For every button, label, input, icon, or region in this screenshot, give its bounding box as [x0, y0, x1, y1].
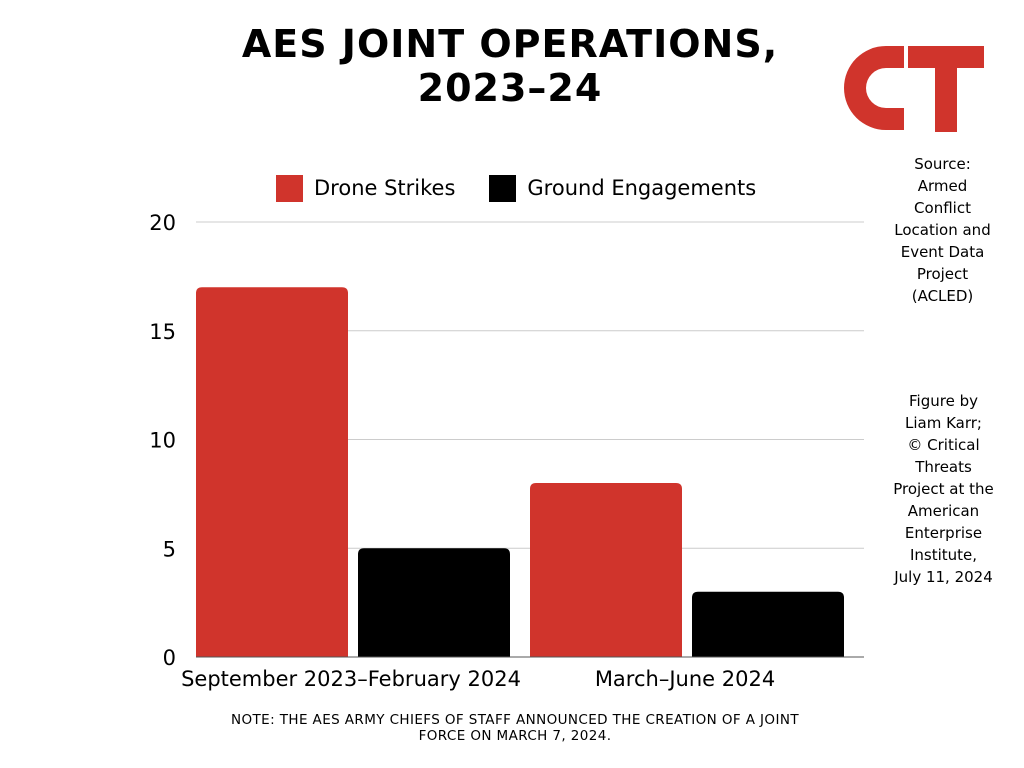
- chart-footnote: NOTE: THE AES ARMY CHIEFS OF STAFF ANNOU…: [160, 712, 870, 744]
- credit-line: Liam Karr;: [905, 414, 982, 432]
- note-line-1: NOTE: THE AES ARMY CHIEFS OF STAFF ANNOU…: [231, 712, 799, 728]
- credit-line: Threats: [915, 458, 972, 476]
- bar-ground-engagements: [692, 591, 844, 657]
- ct-logo: [844, 46, 984, 132]
- legend-item-ground-engagements: Ground Engagements: [489, 174, 757, 202]
- source-line: Armed: [917, 177, 968, 195]
- figure-credit: Figure by Liam Karr; © Critical Threats …: [876, 390, 1011, 588]
- y-tick-label: 20: [149, 211, 176, 235]
- y-tick-label: 10: [149, 429, 176, 453]
- legend-label-drone-strikes: Drone Strikes: [314, 176, 456, 200]
- logo-letter-c: [844, 46, 904, 130]
- source-line: Conflict: [914, 199, 971, 217]
- legend-item-drone-strikes: Drone Strikes: [276, 174, 456, 202]
- credit-line: © Critical: [907, 436, 980, 454]
- bar-ground-engagements: [358, 548, 510, 657]
- y-tick-label: 0: [163, 646, 176, 670]
- legend-swatch-ground-engagements: [489, 174, 517, 202]
- source-line: Location and: [894, 221, 991, 239]
- credit-line: Figure by: [909, 392, 978, 410]
- title-line-2: 2023–24: [417, 66, 603, 110]
- bar-drone-strikes: [196, 287, 348, 657]
- credit-line: Enterprise: [904, 524, 983, 542]
- note-line-2: FORCE ON MARCH 7, 2024.: [418, 728, 612, 744]
- credit-line: July 11, 2024: [894, 568, 993, 586]
- x-tick-label: March–June 2024: [595, 667, 775, 691]
- chart-title: AES JOINT OPERATIONS, 2023–24: [200, 22, 820, 110]
- y-tick-label: 15: [149, 320, 176, 344]
- legend-swatch-drone-strikes: [276, 174, 303, 202]
- credit-line: Institute,: [909, 546, 978, 564]
- source-line: Project: [916, 265, 969, 283]
- bar-drone-strikes: [530, 483, 682, 657]
- credit-line: American: [907, 502, 980, 520]
- logo-letter-t: [908, 46, 984, 132]
- source-line: (ACLED): [911, 287, 974, 305]
- y-tick-label: 5: [163, 537, 176, 561]
- source-line: Source:: [914, 155, 971, 173]
- legend: Drone Strikes Ground Engagements: [276, 172, 790, 204]
- title-line-1: AES JOINT OPERATIONS,: [241, 22, 779, 66]
- source-line: Event Data: [900, 243, 985, 261]
- credit-line: Project at the: [893, 480, 994, 498]
- legend-label-ground-engagements: Ground Engagements: [527, 176, 757, 200]
- x-tick-label: September 2023–February 2024: [181, 667, 521, 691]
- source-note: Source: Armed Conflict Location and Even…: [880, 153, 1005, 307]
